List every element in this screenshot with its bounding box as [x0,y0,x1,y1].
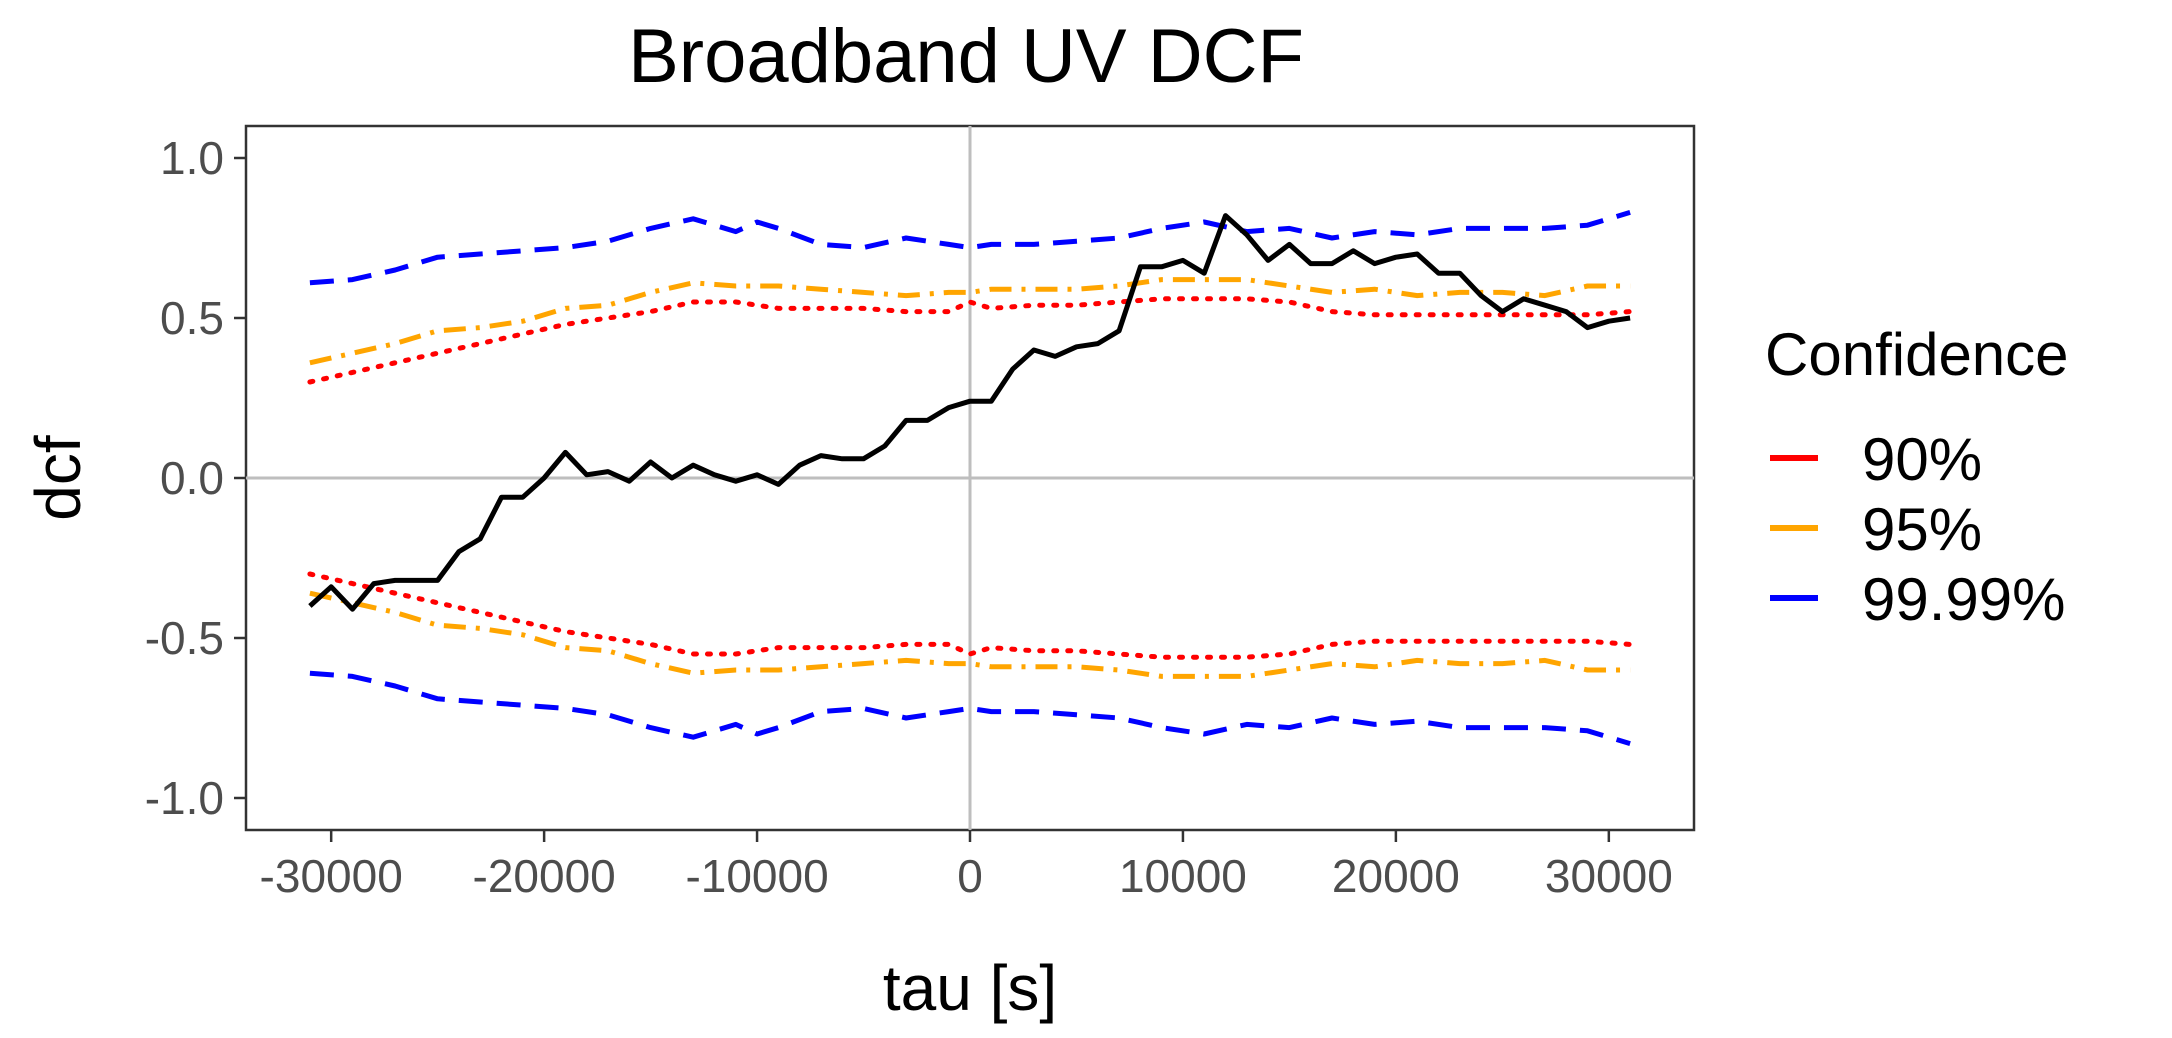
y-axis-title: dcf [22,435,94,521]
x-tick-label: 0 [957,850,983,902]
confidence-lower-line-95 [309,590,1631,679]
legend-label: 90% [1862,426,1982,493]
y-tick-label: 0.0 [160,452,224,504]
y-tick-label: 0.5 [160,292,224,344]
x-tick-label: 20000 [1332,850,1460,902]
x-tick-label: -10000 [685,850,828,902]
chart-title: Broadband UV DCF [628,14,1304,99]
legend-label: 95% [1862,496,1982,563]
y-axis-ticks: 1.0 0.5 0.0 -0.5 -1.0 [145,132,246,824]
x-axis-title: tau [s] [883,952,1057,1024]
dcf-line [308,213,1631,612]
legend-label: 99.99% [1862,566,2066,633]
x-tick-label: 10000 [1119,850,1247,902]
y-tick-label: 1.0 [160,132,224,184]
y-tick-label: -1.0 [145,772,224,824]
confidence-lower-line-90 [307,571,1633,660]
y-tick-label: -0.5 [145,612,224,664]
confidence-upper-line-90 [307,296,1633,385]
confidence-lower-line-99-99 [309,670,1631,746]
legend: Confidence 90%95%99.99% [1765,321,2069,633]
legend-items: 90%95%99.99% [1770,426,2066,633]
confidence-upper-line-99-99 [309,210,1631,286]
x-axis-ticks: -30000 -20000 -10000 0 10000 20000 30000 [260,830,1673,902]
legend-title: Confidence [1765,321,2069,388]
series-layer [307,210,1633,746]
confidence-upper-line-95 [309,277,1631,366]
x-tick-label: -20000 [473,850,616,902]
x-tick-label: 30000 [1545,850,1673,902]
x-tick-label: -30000 [260,850,403,902]
